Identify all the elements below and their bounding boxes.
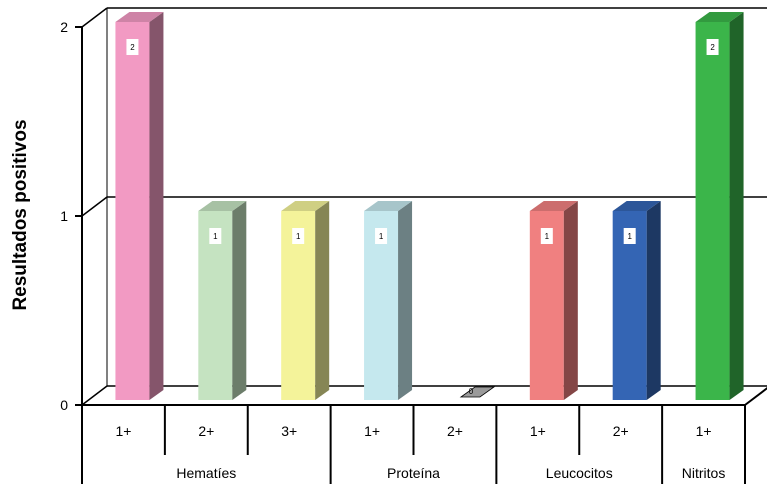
category-label: 2+ <box>198 423 214 439</box>
bar-side <box>646 201 661 400</box>
data-label: 1 <box>213 232 218 241</box>
bar-top <box>364 201 413 211</box>
data-label: 1 <box>627 232 632 241</box>
floor-edge <box>744 387 767 406</box>
group-label: Hematíes <box>176 465 236 481</box>
category-label: 3+ <box>281 423 297 439</box>
gridline-depth <box>81 7 108 28</box>
bar-front <box>115 22 150 400</box>
bar-side <box>315 201 330 400</box>
bar-top <box>612 201 661 211</box>
data-label-box <box>540 228 553 244</box>
bar: 1 <box>612 201 661 400</box>
data-label-box <box>706 39 719 55</box>
category-label: 2+ <box>447 423 463 439</box>
category-label: 1+ <box>364 423 380 439</box>
data-label-box <box>623 228 636 244</box>
bars: 2 1 1 1 0 1 1 2 <box>115 12 744 400</box>
bar-top <box>115 12 164 22</box>
category-axis: 1+ 2+ 3+ 1+ 2+ 1+ 2+ 1+ Hematíes Proteína Leucocit… <box>81 387 767 484</box>
data-label-box <box>126 39 139 55</box>
bar-side <box>729 12 744 400</box>
gridline-depth <box>81 196 108 217</box>
y-tick-label: 0 <box>60 397 68 413</box>
bar: 1 <box>529 201 578 400</box>
bar: 1 <box>364 201 413 400</box>
y-tick-label: 2 <box>60 19 68 35</box>
bar: 2 <box>115 12 164 400</box>
data-label-box <box>209 228 222 244</box>
bar-side <box>149 12 164 400</box>
data-label: 1 <box>545 232 550 241</box>
category-label: 1+ <box>115 423 131 439</box>
bar: 1 <box>198 201 247 400</box>
bar-front <box>695 22 730 400</box>
y-tick-label: 1 <box>60 208 68 224</box>
bar-side <box>398 201 413 400</box>
data-label: 2 <box>130 43 135 52</box>
bar-top <box>281 201 330 211</box>
group-label: Nitritos <box>682 465 726 481</box>
group-label: Proteína <box>387 465 440 481</box>
bar-top <box>198 201 247 211</box>
category-label: 1+ <box>696 423 712 439</box>
data-label-box <box>375 228 388 244</box>
data-label-box <box>292 228 305 244</box>
data-label: 2 <box>710 43 715 52</box>
data-label: 0 <box>469 387 474 396</box>
group-label: Leucocitos <box>546 465 613 481</box>
y-axis-label: Resultados positivos <box>10 119 31 310</box>
bar: 0 <box>459 386 496 398</box>
data-label: 1 <box>296 232 301 241</box>
category-label: 1+ <box>530 423 546 439</box>
bar: 2 <box>695 12 744 400</box>
bar: 1 <box>281 201 330 400</box>
gridlines <box>81 7 767 406</box>
category-label: 2+ <box>613 423 629 439</box>
gridline-depth <box>81 385 108 406</box>
bar-side <box>563 201 578 400</box>
data-label: 1 <box>379 232 384 241</box>
bar-side <box>232 201 247 400</box>
bar-top <box>695 12 744 22</box>
bar-top <box>529 201 578 211</box>
bar-zero <box>459 386 496 398</box>
